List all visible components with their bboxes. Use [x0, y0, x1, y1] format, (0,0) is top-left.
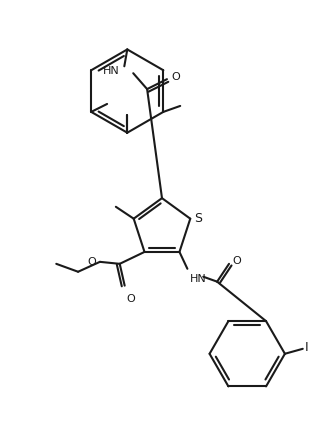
Text: I: I — [305, 341, 308, 354]
Text: O: O — [87, 257, 96, 267]
Text: HN: HN — [189, 274, 206, 284]
Text: O: O — [171, 72, 180, 82]
Text: HN: HN — [103, 66, 119, 76]
Text: S: S — [194, 212, 202, 225]
Text: O: O — [127, 294, 135, 304]
Text: O: O — [232, 256, 241, 266]
